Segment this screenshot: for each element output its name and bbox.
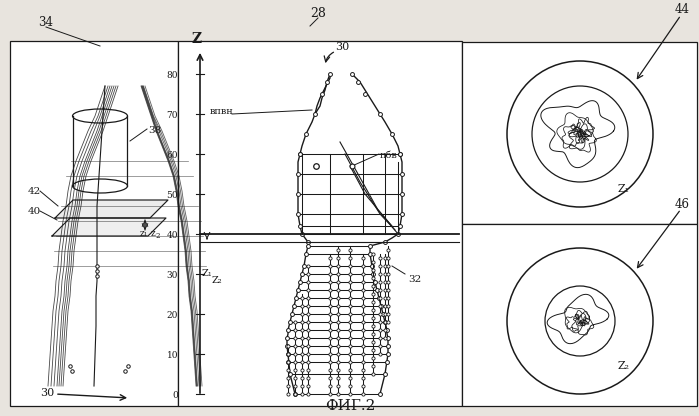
Text: ФИГ.2: ФИГ.2 [325, 399, 375, 413]
Text: 42: 42 [28, 187, 41, 196]
Text: впвн: впвн [210, 107, 233, 116]
Text: 10: 10 [166, 351, 178, 360]
Bar [462, 42, 697, 224]
Text: пбв: пбв [380, 151, 398, 160]
Text: 40: 40 [166, 231, 178, 240]
Polygon shape [52, 218, 166, 236]
Bar [462, 224, 697, 406]
Text: Z₂: Z₂ [618, 361, 630, 371]
Text: Z₁: Z₁ [618, 184, 630, 194]
Text: 28: 28 [310, 7, 326, 20]
Text: 70: 70 [166, 111, 178, 120]
Text: Z₂: Z₂ [212, 276, 222, 285]
Text: z: z [151, 229, 156, 238]
Text: 2: 2 [156, 232, 161, 240]
Text: 40: 40 [28, 207, 41, 216]
Text: 32: 32 [408, 275, 421, 284]
Text: 30: 30 [40, 388, 55, 398]
Text: 20: 20 [166, 311, 178, 320]
Text: 34: 34 [38, 16, 53, 29]
Text: 60: 60 [166, 151, 178, 160]
Text: 46: 46 [675, 198, 690, 211]
Text: 30: 30 [335, 42, 350, 52]
Text: 38: 38 [148, 126, 161, 135]
Text: 80: 80 [166, 71, 178, 80]
Text: z₁: z₁ [140, 229, 148, 238]
Text: 30: 30 [166, 271, 178, 280]
Bar [10, 41, 178, 406]
Text: 50: 50 [166, 191, 178, 200]
Text: 44: 44 [675, 3, 690, 16]
Text: 0: 0 [172, 391, 178, 400]
Bar [178, 41, 462, 406]
Polygon shape [55, 200, 168, 218]
Text: Z: Z [192, 32, 202, 46]
Text: Z₁: Z₁ [202, 269, 212, 278]
